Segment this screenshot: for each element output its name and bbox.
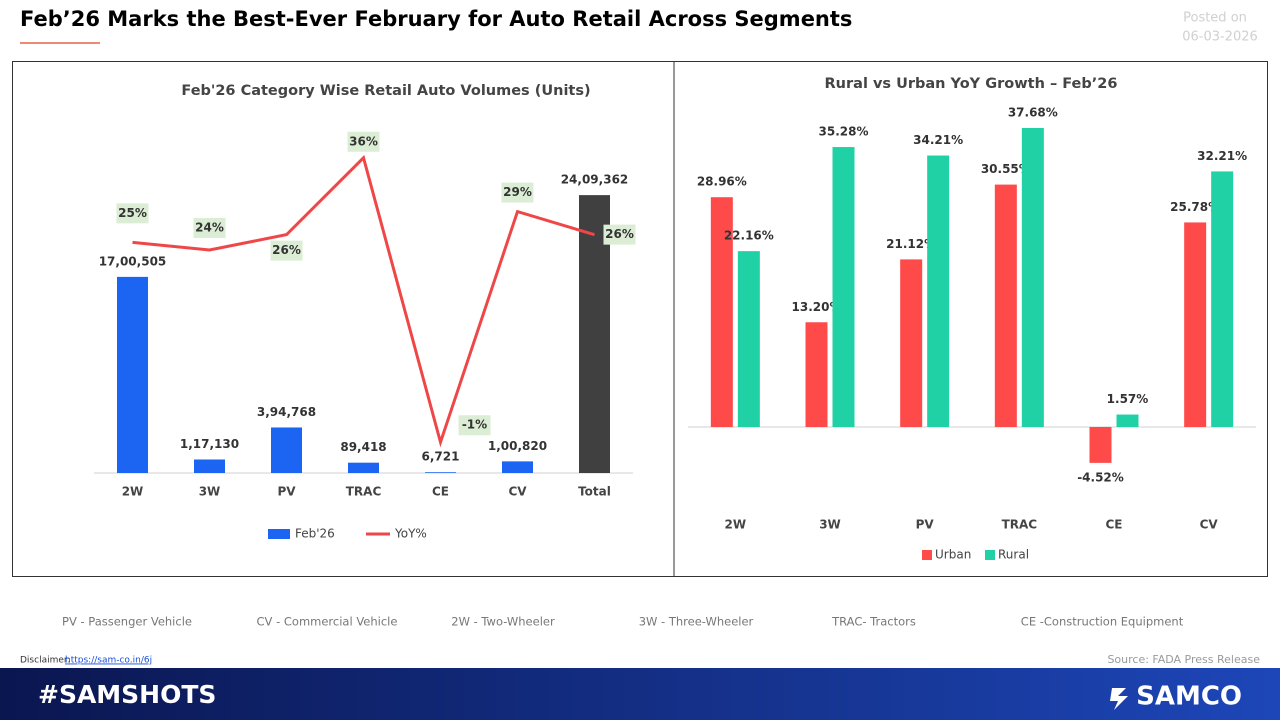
legend-swatch (985, 550, 995, 560)
data-label: 22.16% (724, 229, 774, 243)
page-title: Feb’26 Marks the Best-Ever February for … (20, 7, 852, 31)
data-label: -1% (462, 418, 487, 432)
chart: Rural vs Urban YoY Growth – Feb’26 2W 3W PV… (688, 76, 1256, 562)
charts: Feb'26 Category Wise Retail Auto Volumes… (94, 76, 1256, 562)
data-label: 17,00,505 (99, 254, 167, 268)
data-label: -4.52% (1077, 470, 1124, 484)
abbreviations: PV - Passenger Vehicle CV - Commercial Ve… (62, 615, 1184, 629)
abbreviation: CE -Construction Equipment (1021, 615, 1184, 629)
data-label: 25% (118, 206, 147, 220)
disclaimer-label: Disclaimer: (20, 656, 70, 666)
bar (1021, 128, 1044, 427)
bar (502, 461, 533, 473)
label-background (347, 131, 380, 152)
x-tick-label: CV (1200, 518, 1219, 532)
label-background (116, 203, 149, 224)
x-tick-label: TRAC (346, 485, 382, 499)
bar (832, 147, 855, 427)
data-label: 6,721 (422, 450, 460, 464)
x-tick-label: 2W (122, 485, 144, 499)
bar (710, 197, 733, 427)
footer-band (0, 668, 1280, 720)
data-label: 34.21% (913, 133, 963, 147)
bar (1184, 222, 1207, 427)
data-label: 24% (195, 221, 224, 235)
abbreviation: 3W - Three-Wheeler (639, 615, 754, 629)
x-tick-label: CE (432, 485, 449, 499)
panel-border (12, 61, 1268, 577)
data-label: 13.20% (792, 300, 842, 314)
x-tick-label: CE (1105, 518, 1122, 532)
abbreviation: TRAC- Tractors (831, 615, 916, 629)
bar (1211, 171, 1234, 427)
legend-label: Feb'26 (295, 527, 335, 541)
legend-swatch (922, 550, 932, 560)
legend-label: Rural (998, 548, 1029, 562)
data-label: 1.57% (1107, 392, 1149, 406)
bar (994, 184, 1017, 427)
data-label: 29% (503, 185, 532, 199)
legend-label: Urban (935, 548, 971, 562)
x-tick-label: TRAC (1002, 518, 1038, 532)
data-label: 28.96% (697, 175, 747, 189)
data-label: 25.78% (1170, 200, 1220, 214)
bar (271, 427, 302, 473)
chart: Feb'26 Category Wise Retail Auto Volumes… (94, 83, 636, 541)
brand-icon (1110, 688, 1128, 710)
abbreviation: 2W - Two-Wheeler (451, 615, 555, 629)
label-background (270, 240, 303, 261)
bar (927, 155, 950, 428)
x-tick-label: CV (508, 485, 527, 499)
data-label: 24,09,362 (561, 173, 629, 187)
legend-swatch (268, 529, 290, 539)
bar (805, 322, 828, 427)
bar (1116, 414, 1139, 427)
bar (737, 251, 760, 427)
bar (194, 459, 225, 473)
source-note: Source: FADA Press Release (1107, 653, 1260, 666)
data-label: 3,94,768 (257, 405, 316, 419)
chart-title: Feb'26 Category Wise Retail Auto Volumes… (181, 83, 590, 99)
abbreviation: CV - Commercial Vehicle (257, 615, 398, 629)
data-label: 1,17,130 (180, 437, 239, 451)
label-background (458, 415, 491, 436)
x-tick-label: 2W (725, 518, 747, 532)
data-label: 21.12% (886, 237, 936, 251)
bar (425, 472, 456, 473)
abbreviation: PV - Passenger Vehicle (62, 615, 192, 629)
label-background (193, 218, 226, 239)
data-label: 32.21% (1197, 149, 1247, 163)
data-label: 26% (272, 243, 301, 257)
posted-label: Posted on (1183, 11, 1247, 26)
data-label: 1,00,820 (488, 439, 547, 453)
line (132, 154, 595, 448)
x-tick-label: Total (578, 485, 611, 499)
legend-label: YoY% (394, 527, 427, 541)
x-tick-label: 3W (199, 485, 221, 499)
disclaimer-link[interactable]: https://sam-co.in/6j (65, 656, 152, 666)
brand-name: SAMCO (1136, 682, 1242, 712)
x-tick-label: 3W (819, 518, 841, 532)
x-tick-label: PV (277, 485, 296, 499)
data-label: 35.28% (819, 125, 869, 139)
data-label: 89,418 (340, 440, 386, 454)
data-label: 36% (349, 134, 378, 148)
data-label: 37.68% (1008, 106, 1058, 120)
bar (1089, 427, 1112, 463)
chart-title: Rural vs Urban YoY Growth – Feb’26 (825, 76, 1118, 92)
label-background (501, 182, 534, 203)
data-label: 26% (605, 227, 634, 241)
posted-date: 06-03-2026 (1182, 30, 1258, 45)
label-background (603, 224, 636, 245)
x-tick-label: PV (916, 518, 935, 532)
bar (117, 276, 148, 473)
bar (348, 462, 379, 473)
bar (900, 259, 923, 427)
hashtag: #SAMSHOTS (38, 680, 216, 709)
data-label: 30.55% (981, 162, 1031, 176)
